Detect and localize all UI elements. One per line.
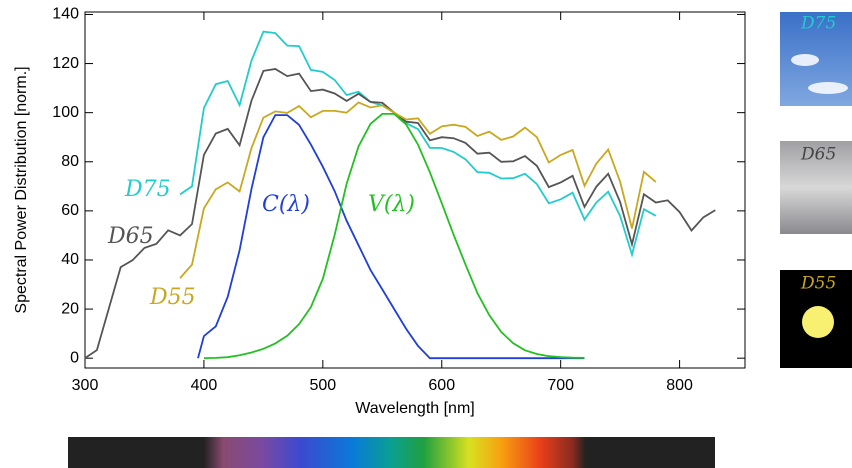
thumb-label: D65 <box>800 145 836 165</box>
x-tick-label: 400 <box>191 377 218 394</box>
y-tick-label: 20 <box>61 300 79 317</box>
series-label: D55 <box>149 285 196 310</box>
cloud <box>791 54 819 66</box>
thumb-label: D75 <box>800 14 836 34</box>
x-tick-label: 600 <box>428 377 455 394</box>
series-label: D65 <box>107 224 154 249</box>
series-line <box>179 30 657 258</box>
y-tick-label: 60 <box>61 202 79 219</box>
x-axis-label: Wavelength [nm] <box>355 400 474 417</box>
plot-frame <box>84 11 746 369</box>
y-tick-label: 120 <box>52 55 79 72</box>
sun <box>802 306 834 338</box>
thumb-label: D55 <box>800 274 836 294</box>
series-label: V(λ) <box>368 192 415 217</box>
series-line <box>84 68 716 359</box>
y-axis-label: Spectral Power Distribution [norm.] <box>13 66 30 313</box>
y-tick-label: 140 <box>52 6 79 23</box>
x-tick-label: 500 <box>309 377 336 394</box>
series-line <box>179 101 657 279</box>
thumb-overcast <box>780 141 852 234</box>
x-tick-label: 700 <box>547 377 574 394</box>
spectrum-bar <box>68 437 715 468</box>
y-tick-label: 0 <box>70 349 79 366</box>
y-tick-label: 40 <box>61 251 79 268</box>
series-line <box>197 114 585 360</box>
y-tick-label: 100 <box>52 104 79 121</box>
series-label: C(λ) <box>262 192 310 217</box>
cloud <box>808 82 848 94</box>
x-tick-label: 800 <box>666 377 693 394</box>
y-tick-label: 80 <box>61 153 79 170</box>
x-tick-label: 300 <box>72 377 99 394</box>
series-line <box>203 113 585 359</box>
series-label: D75 <box>124 177 171 202</box>
